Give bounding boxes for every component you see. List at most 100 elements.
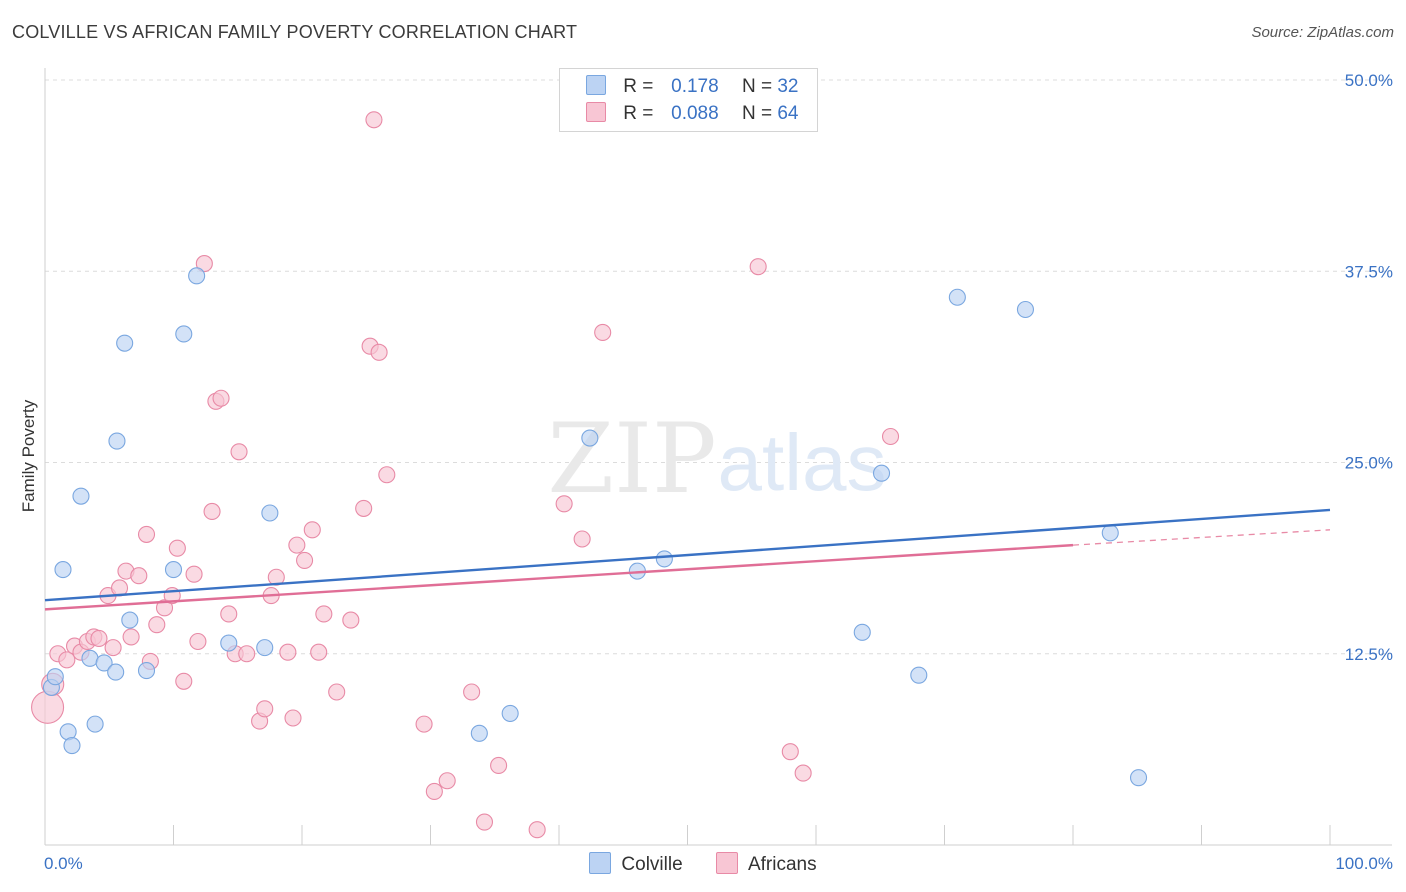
africans-point xyxy=(58,651,76,669)
colville-point xyxy=(95,654,113,672)
africans-point xyxy=(203,502,221,521)
africans-point xyxy=(288,536,306,554)
colville-point xyxy=(72,487,90,505)
legend-r-label: R = xyxy=(623,103,654,124)
africans-trend-line xyxy=(44,543,1074,611)
africans-point xyxy=(594,323,612,342)
legend-swatch-africans xyxy=(586,102,606,122)
colville-point xyxy=(1016,300,1035,319)
y-tick-label: 50.0% xyxy=(1345,71,1393,90)
legend-item-africans: Africans xyxy=(715,852,817,876)
africans-point xyxy=(195,255,213,273)
colville-point xyxy=(121,611,139,629)
africans-point xyxy=(355,499,373,517)
colville-point xyxy=(116,334,134,352)
legend-n-label: N = xyxy=(741,76,773,97)
colville-point xyxy=(470,724,488,742)
africans-point xyxy=(475,813,494,831)
legend-swatch-colville xyxy=(589,852,612,874)
legend-n-label: N = xyxy=(741,103,773,124)
colville-point xyxy=(107,663,125,681)
watermark-atlas: atlas xyxy=(718,418,887,507)
africans-point xyxy=(881,427,900,446)
colville-point xyxy=(188,267,206,285)
africans-point xyxy=(185,565,203,583)
legend-swatch-colville xyxy=(586,75,606,95)
trend-lines xyxy=(44,508,1331,611)
colville-point xyxy=(137,662,156,680)
africans-point xyxy=(238,645,256,663)
africans-point xyxy=(328,683,346,701)
africans-trend-extension xyxy=(1072,529,1331,546)
colville-point xyxy=(910,666,928,684)
colville-trend-line xyxy=(44,508,1331,602)
africans-point xyxy=(370,343,388,361)
africans-point xyxy=(212,389,230,407)
series-colville-points xyxy=(42,267,1148,787)
africans-point xyxy=(781,743,799,761)
africans-point xyxy=(425,782,443,801)
colville-point xyxy=(63,736,81,755)
colville-point xyxy=(256,639,274,657)
africans-point xyxy=(148,616,166,634)
series-africans-points xyxy=(31,111,900,839)
africans-point xyxy=(284,709,302,727)
africans-point xyxy=(555,495,573,513)
africans-point xyxy=(155,599,174,617)
colville-point xyxy=(261,504,279,522)
legend-r-value-africans: 0.088 xyxy=(671,103,719,124)
colville-point xyxy=(220,634,238,652)
africans-point xyxy=(130,567,148,585)
watermark-zip: ZIP xyxy=(547,403,716,515)
africans-point xyxy=(220,605,238,623)
africans-point xyxy=(749,258,767,276)
africans-point xyxy=(310,643,328,661)
stats-legend: R = 0.178 N = 32 R = 0.088 N = 64 xyxy=(559,68,818,132)
colville-point xyxy=(655,550,673,568)
colville-point xyxy=(501,704,519,722)
africans-point xyxy=(365,111,383,129)
legend-n-value-africans: 64 xyxy=(777,103,799,124)
africans-point xyxy=(315,605,333,623)
legend-r-value-colville: 0.178 xyxy=(671,76,719,97)
africans-point xyxy=(90,629,108,648)
source-label: Source: ZipAtlas.com xyxy=(1251,24,1394,41)
colville-point xyxy=(853,623,871,641)
africans-point xyxy=(31,690,65,724)
legend-n-value-colville: 32 xyxy=(777,76,799,97)
africans-point xyxy=(267,568,285,586)
africans-point xyxy=(137,525,156,543)
legend-swatch-africans xyxy=(715,852,738,874)
colville-point xyxy=(948,288,966,306)
africans-point xyxy=(303,521,321,539)
chart-title: COLVILLE VS AFRICAN FAMILY POVERTY CORRE… xyxy=(12,22,578,42)
colville-point xyxy=(1101,524,1119,542)
colville-point xyxy=(1129,769,1148,787)
africans-point xyxy=(279,643,297,661)
legend-r-label: R = xyxy=(623,76,654,97)
africans-point xyxy=(438,772,456,790)
legend-item-colville: Colville xyxy=(589,852,683,876)
y-tick-labels: 12.5% 25.0% 37.5% 50.0% xyxy=(1345,71,1393,664)
colville-point xyxy=(54,561,72,579)
colville-point xyxy=(108,432,126,450)
series-legend: Colville Africans xyxy=(0,852,1406,876)
legend-label-africans: Africans xyxy=(747,854,817,875)
africans-point xyxy=(256,700,274,718)
africans-point xyxy=(175,672,193,690)
legend-label-colville: Colville xyxy=(621,854,683,875)
africans-point xyxy=(463,683,481,701)
y-tick-label: 12.5% xyxy=(1345,645,1393,664)
africans-point xyxy=(378,466,396,484)
y-axis-label: Family Poverty xyxy=(19,399,38,512)
legend-row-africans: R = 0.088 N = 64 xyxy=(586,102,798,126)
colville-point xyxy=(164,561,183,579)
colville-point xyxy=(175,325,193,343)
africans-point xyxy=(342,611,360,629)
legend-row-colville: R = 0.178 N = 32 xyxy=(586,75,798,99)
africans-point xyxy=(296,551,314,569)
x-tick-labels: 0.0% 100.0% xyxy=(44,854,1393,873)
colville-point xyxy=(581,429,599,447)
africans-point xyxy=(122,628,140,646)
